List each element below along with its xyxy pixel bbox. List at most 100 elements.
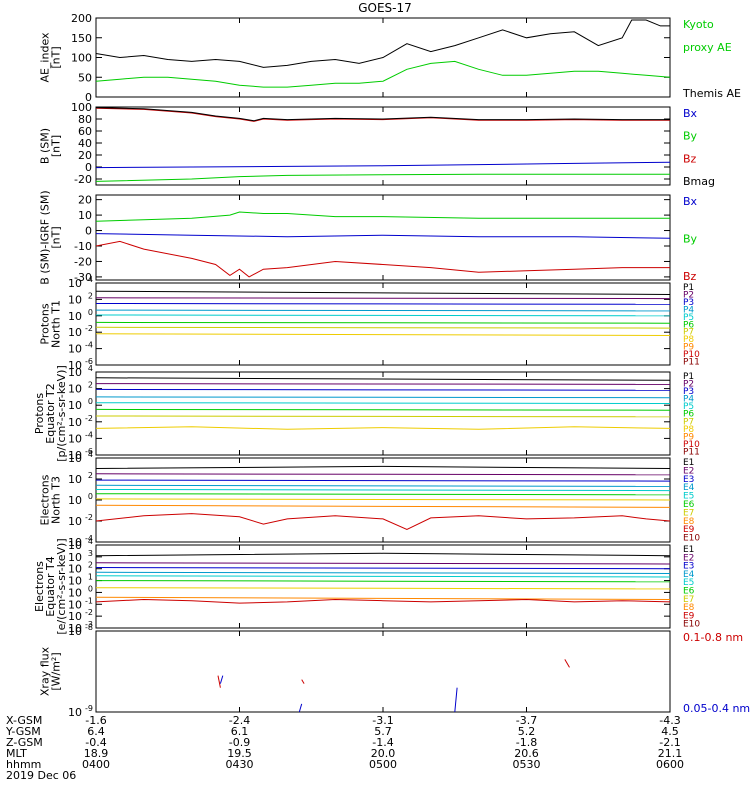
y-tick-exponent: 2 [88,291,93,300]
series-bx [96,161,670,169]
orbit-value: 0600 [656,758,684,771]
legend-entry: E2 [683,553,694,563]
legend-entry: P3 [683,387,694,397]
legend-entry: E6 [683,500,695,510]
series-p8 [96,333,670,336]
series-0-1-0-8-nm [217,675,221,688]
series-0-05-0-4-nm [298,703,303,712]
panel-bdiff: -30 -20 -10 0 10 20 B (SM)-IGRF (SM)[nT] Bx By Bz [39,190,698,284]
y-tick-label: 0 [85,91,92,104]
y-tick-exponent: 4 [88,275,93,284]
series-by [96,211,670,222]
legend-entry: P5 [683,402,694,412]
orbit-value: 0500 [369,758,397,771]
series-p5 [96,314,670,317]
series-p6 [96,321,670,324]
legend-entry: P9 [683,343,694,353]
series-p1 [96,290,670,295]
legend-entry: 0.05-0.4 nm [683,702,750,715]
legend-entry: P4 [683,305,694,315]
orbit-value: -1.8 [516,736,537,749]
y-tick-label: 10 [68,366,82,379]
series-e4 [96,484,670,487]
y-axis-label: Protons [33,393,46,434]
orbit-value: -0.9 [229,736,250,749]
series-bz [96,107,670,122]
series-p8 [96,426,670,430]
y-axis-label: [e/(cm²-s-sr-keV)] [55,538,68,634]
y-tick-label: -10 [74,240,92,253]
legend-entry: E8 [683,517,695,527]
y-tick-exponent: -8 [85,623,93,632]
legend-entry: P8 [683,425,694,435]
legend-entry: P6 [683,410,694,420]
orbit-label: MLT [6,747,27,760]
series-0-1-0-8-nm [301,679,305,684]
y-tick-label: 10 [68,515,82,528]
legend-entry: P7 [683,328,694,338]
panel-frame [95,544,671,629]
orbit-value: -3.7 [516,714,537,727]
y-tick-label: 10 [68,598,82,611]
series-0-05-0-4-nm [219,675,224,684]
legend-entry: P11 [683,358,700,368]
orbit-value: 20.0 [371,747,396,760]
y-tick-label: -20 [74,173,92,186]
series-p3 [96,388,670,391]
y-axis-label: [p/(cm²-s-sr-keV)] [55,365,68,462]
series-kyoto-proxy-ae [96,60,670,88]
legend-entry: E3 [683,562,694,572]
legend-entry: E6 [683,587,695,597]
orbit-value: 20.6 [514,747,539,760]
legend-entry: E7 [683,508,694,518]
legend-entry: P10 [683,350,700,360]
y-tick-label: 10 [68,326,82,339]
y-tick-label: 10 [68,432,82,445]
series-p2 [96,297,670,300]
y-axis-label: [nT] [50,226,63,248]
y-tick-label: 100 [71,101,92,114]
series-e7 [96,587,670,590]
series-e8 [96,504,670,508]
series-bx [96,233,670,239]
y-tick-exponent: -9 [85,704,93,713]
series-e9 [96,513,670,530]
y-tick-label: 10 [68,622,82,635]
legend-entry: Bmag [683,175,715,188]
y-tick-exponent: -2 [85,414,93,423]
y-tick-label: 10 [68,277,82,290]
y-tick-label: 10 [68,293,82,306]
series-e5 [96,575,670,578]
y-tick-label: 20 [78,194,92,207]
y-axis-label: B (SM) [39,128,52,164]
legend-entry: E9 [683,525,695,535]
panel-frame [95,630,671,713]
y-tick-exponent: 4 [88,537,93,546]
y-tick-label: 50 [78,71,92,84]
legend-entry: E9 [683,611,695,621]
orbit-value: -3.1 [372,714,393,727]
y-axis-label: [W/m²] [50,652,63,690]
series-e1 [96,465,670,469]
y-axis-label: AE_index [39,32,52,83]
series-e6 [96,580,670,583]
y-tick-exponent: 2 [88,471,93,480]
y-tick-exponent: -4 [85,534,93,543]
y-tick-label: 60 [78,125,92,138]
y-tick-label: 10 [68,399,82,412]
orbit-value: 4.5 [661,725,679,738]
series-p4 [96,309,670,312]
series-e5 [96,489,670,492]
y-tick-exponent: 0 [88,308,93,317]
y-tick-exponent: -4 [85,341,93,350]
legend-entry: E5 [683,578,694,588]
series-p7 [96,415,670,418]
legend-entry: proxy AE [683,41,732,54]
legend-entry: P4 [683,395,694,405]
legend-entry: E4 [683,570,695,580]
orbit-value: 18.9 [84,747,109,760]
orbit-value: -0.4 [85,736,106,749]
orbit-value: -2.1 [659,736,680,749]
legend-entry: Themis AE [682,87,741,100]
